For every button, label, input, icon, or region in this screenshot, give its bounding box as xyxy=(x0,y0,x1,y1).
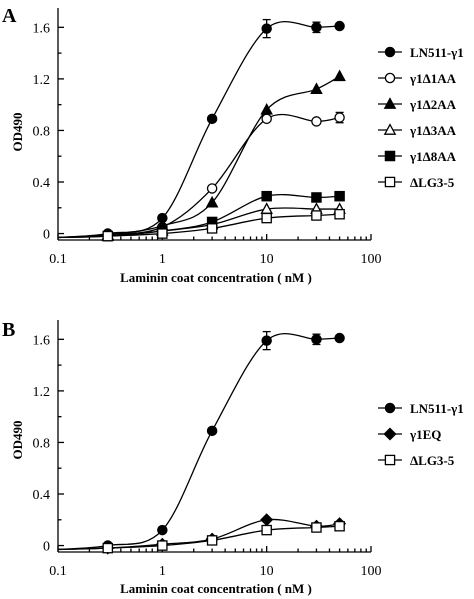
y-tick-label: 1.2 xyxy=(33,73,51,88)
series-line xyxy=(57,75,340,239)
legend-marker xyxy=(383,123,397,135)
data-point xyxy=(261,113,272,125)
x-tick-label: 10 xyxy=(260,564,274,579)
x-tick-label: 10 xyxy=(260,252,274,267)
legend-label: γ1Δ1AA xyxy=(409,71,457,86)
data-point xyxy=(205,195,219,208)
data-point xyxy=(261,212,272,224)
legend-label: γ1Δ8AA xyxy=(409,149,457,164)
legend-label: γ1Δ3AA xyxy=(409,123,457,138)
series-line xyxy=(57,20,340,239)
data-point xyxy=(157,524,168,536)
panel-label-a: A xyxy=(2,5,17,27)
data-point xyxy=(334,20,345,32)
panel-label-b: B xyxy=(2,319,15,341)
legend-marker xyxy=(383,97,397,109)
data-point xyxy=(334,112,345,123)
data-point xyxy=(157,540,168,551)
x-tick-label: 100 xyxy=(361,564,382,579)
x-tick-label: 1 xyxy=(159,252,166,267)
legend-label: γ1EQ xyxy=(409,427,441,442)
chart-panel-a: A 0.1 1 10 100 0 0.4 0.8 1.2 1.6 Laminin coat c… xyxy=(2,5,464,285)
legend-label: γ1Δ2AA xyxy=(409,97,457,112)
legend-marker xyxy=(383,427,397,441)
data-point xyxy=(261,335,272,346)
data-point xyxy=(333,69,346,82)
legend-label: ΔLG3-5 xyxy=(410,175,455,190)
y-tick-label: 1.6 xyxy=(33,333,51,348)
data-point xyxy=(311,192,322,203)
data-point xyxy=(261,23,272,34)
data-point xyxy=(334,332,345,344)
data-point xyxy=(206,113,218,125)
data-point xyxy=(311,210,322,221)
series-line xyxy=(57,525,340,551)
x-tick-label: 0.1 xyxy=(49,564,67,579)
data-point xyxy=(310,82,323,95)
data-point xyxy=(311,116,322,127)
x-tick-label: 100 xyxy=(361,252,382,267)
data-point xyxy=(334,208,345,220)
data-point xyxy=(102,542,114,554)
y-tick-label: 0 xyxy=(43,228,50,243)
data-point xyxy=(260,103,273,115)
y-tick-label: 0.4 xyxy=(33,176,51,191)
x-axis-title-b: Laminin coat concentration ( nM ) xyxy=(120,581,312,596)
legend-label: LN511-γ1 xyxy=(410,401,464,416)
series-line xyxy=(57,207,340,239)
chart-panel-b: B 0.1 1 10 100 0 0.4 0.8 1.2 1.6 Laminin coat c… xyxy=(2,319,464,596)
legend-marker xyxy=(384,46,396,58)
legend-marker xyxy=(384,454,396,466)
legend-marker xyxy=(384,72,396,84)
y-tick-label: 1.2 xyxy=(33,385,51,400)
data-point xyxy=(334,520,345,532)
data-point xyxy=(261,190,272,202)
legend-marker xyxy=(384,176,396,188)
data-point xyxy=(206,535,218,546)
y-tick-label: 0 xyxy=(43,540,50,555)
data-point xyxy=(157,228,168,239)
data-point xyxy=(206,223,218,234)
legend-marker xyxy=(384,402,396,414)
legend-marker xyxy=(384,150,396,162)
data-point xyxy=(334,190,345,202)
y-tick-label: 0.4 xyxy=(33,488,51,503)
legend-label: LN511-γ1 xyxy=(410,45,464,60)
data-point xyxy=(311,522,322,533)
x-tick-label: 0.1 xyxy=(49,252,67,267)
data-point xyxy=(206,425,218,437)
y-tick-label: 0.8 xyxy=(33,436,51,451)
series-line xyxy=(57,332,340,551)
y-axis-title-b: OD490 xyxy=(10,421,25,460)
x-tick-label: 1 xyxy=(159,564,166,579)
data-point xyxy=(102,230,114,242)
y-tick-label: 0.8 xyxy=(33,124,51,139)
y-tick-label: 1.6 xyxy=(33,21,51,36)
data-point xyxy=(311,22,322,33)
legend-label: ΔLG3-5 xyxy=(410,453,455,468)
series-line xyxy=(57,113,340,239)
y-axis-title-a: OD490 xyxy=(10,113,25,152)
data-point xyxy=(311,334,322,345)
data-point xyxy=(261,524,272,536)
series-line xyxy=(57,518,340,551)
x-axis-title-a: Laminin coat concentration ( nM ) xyxy=(120,270,312,285)
data-point xyxy=(206,183,218,194)
data-point xyxy=(260,513,274,527)
